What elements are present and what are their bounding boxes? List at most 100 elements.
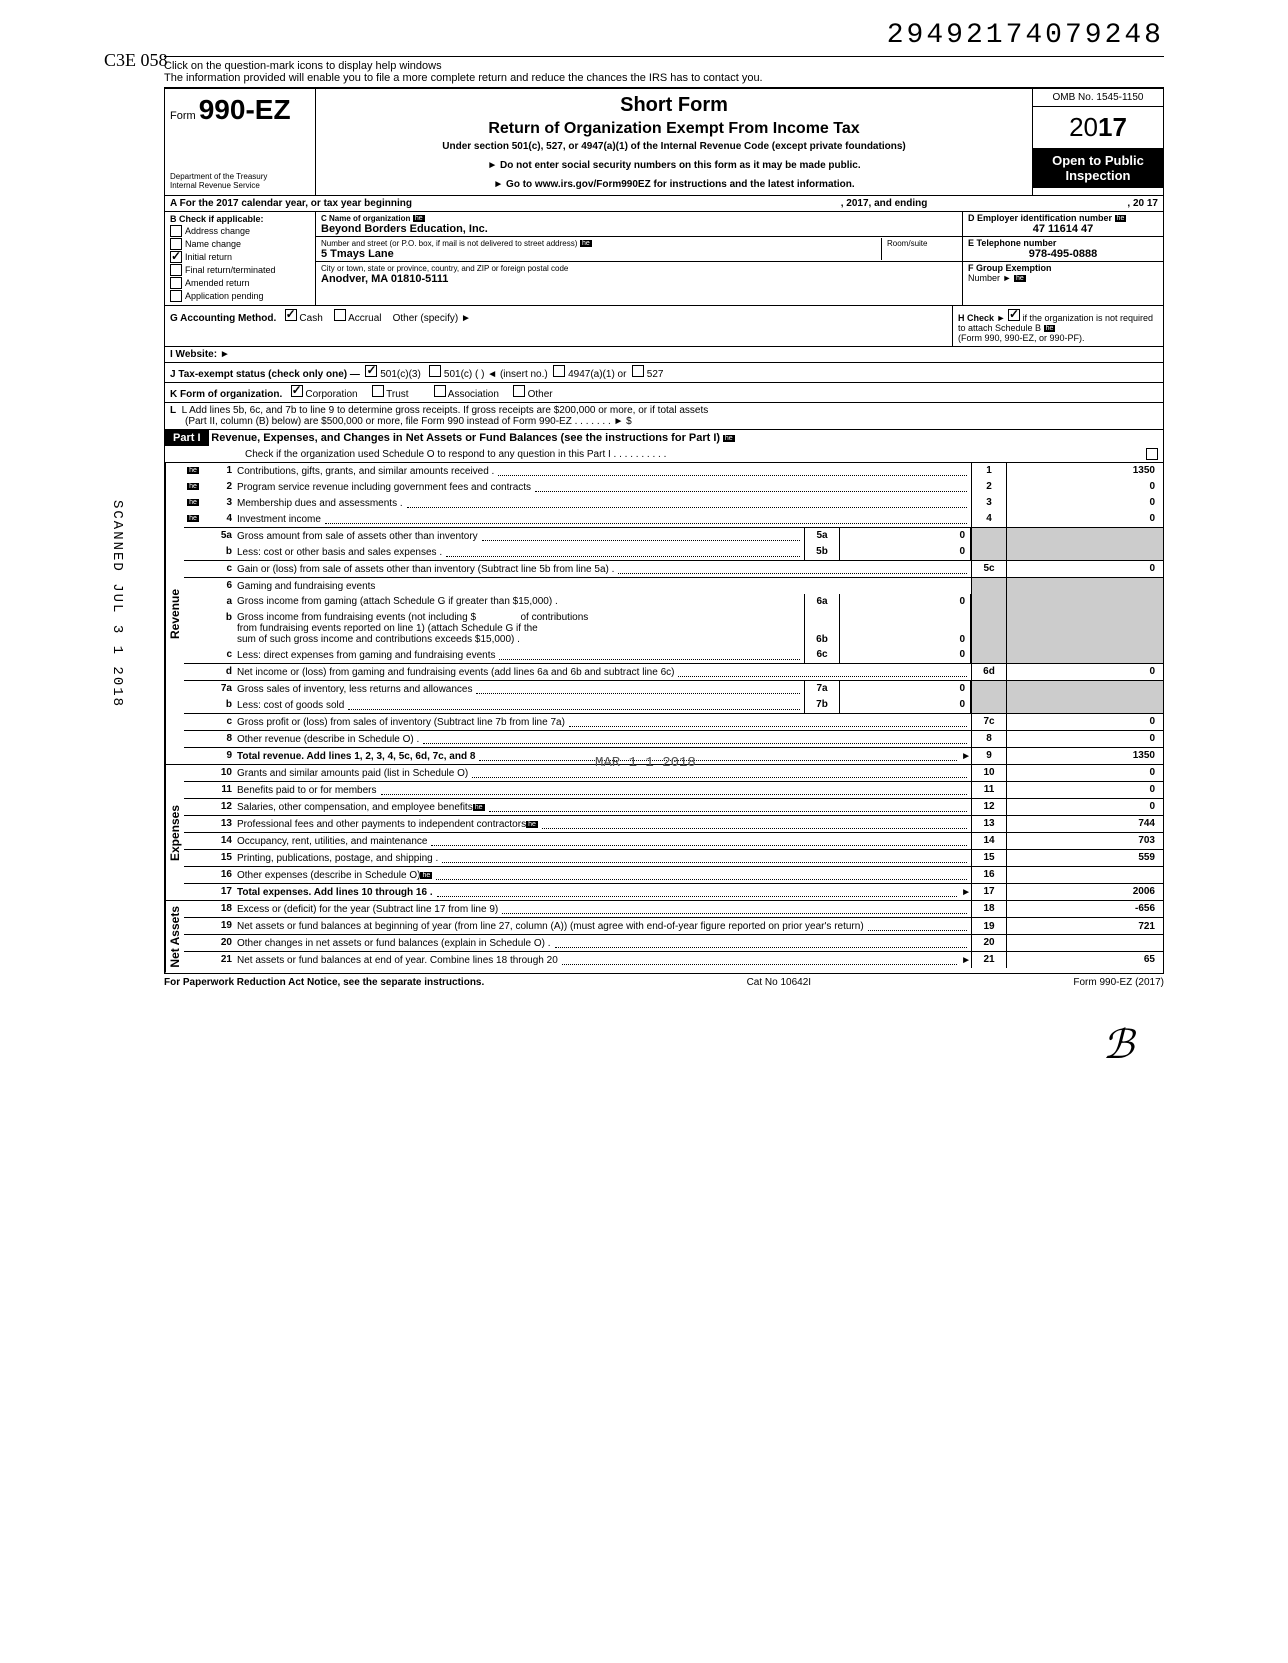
help-icon[interactable]: he <box>187 483 199 490</box>
rn-6a <box>971 594 1006 610</box>
footer-right: Form 990-EZ (2017) <box>1073 977 1164 988</box>
help-icon[interactable]: he <box>187 467 199 474</box>
help-icon[interactable]: he <box>1115 215 1127 222</box>
accrual-checkbox[interactable] <box>334 309 346 321</box>
rv-7a <box>1006 681 1163 697</box>
short-form-title: Short Form <box>321 94 1027 117</box>
desc-6d: Net income or (loss) from gaming and fun… <box>237 667 674 678</box>
j-opt-2: 4947(a)(1) or <box>568 369 626 380</box>
k-opt-3: Other <box>528 389 553 400</box>
header-mid: Short Form Return of Organization Exempt… <box>316 89 1033 195</box>
val-9: 1350 <box>1006 748 1163 764</box>
rn-6b <box>971 610 1006 647</box>
line-6d: d Net income or (loss) from gaming and f… <box>184 664 1163 681</box>
line-17: 17 Total expenses. Add lines 10 through … <box>184 884 1163 900</box>
rv-6b <box>1006 610 1163 647</box>
desc-9: Total revenue. Add lines 1, 2, 3, 4, 5c,… <box>237 751 475 762</box>
check-initial[interactable]: Initial return <box>170 251 310 263</box>
mv-6a: 0 <box>840 594 971 610</box>
help-icon[interactable]: he <box>413 215 425 222</box>
help-icon[interactable]: he <box>420 872 432 879</box>
footer-left: For Paperwork Reduction Act Notice, see … <box>164 977 484 988</box>
501c3-checkbox[interactable] <box>365 365 377 377</box>
val-18: -656 <box>1006 901 1163 917</box>
rn-7c: 7c <box>971 714 1006 730</box>
check-amended[interactable]: Amended return <box>170 277 310 289</box>
line-6: 6 Gaming and fundraising events <box>184 578 1163 594</box>
l-text: L Add lines 5b, 6c, and 7b to line 9 to … <box>182 405 709 416</box>
ein-value: 47 11614 47 <box>968 223 1158 235</box>
num-9: 9 <box>202 748 237 764</box>
schedule-o-checkbox[interactable] <box>1146 448 1158 460</box>
check-final[interactable]: Final return/terminated <box>170 264 310 276</box>
501c-checkbox[interactable] <box>429 365 441 377</box>
num-5a: 5a <box>202 528 237 544</box>
help-icon[interactable]: he <box>1014 275 1026 282</box>
num-8: 8 <box>202 731 237 747</box>
website-label: I Website: ► <box>170 349 230 360</box>
other-label: Other (specify) ► <box>393 313 471 324</box>
j-opt-1: 501(c) ( ) ◄ (insert no.) <box>444 369 548 380</box>
rn-3: 3 <box>971 495 1006 511</box>
desc-3: Membership dues and assessments . <box>237 498 403 509</box>
help-icon[interactable]: he <box>580 240 592 247</box>
b-label: B Check if applicable: <box>170 214 310 224</box>
num-5c: c <box>202 561 237 577</box>
rn-8: 8 <box>971 731 1006 747</box>
num-6b: b <box>202 610 237 647</box>
help-icon[interactable]: he <box>526 821 538 828</box>
irs-link-note: ► Go to www.irs.gov/Form990EZ for instru… <box>321 179 1027 190</box>
city-label: City or town, state or province, country… <box>321 264 568 273</box>
4947-checkbox[interactable] <box>553 365 565 377</box>
form-header: Form 990-EZ Department of the Treasury I… <box>164 88 1164 196</box>
mv-5b: 0 <box>840 544 971 560</box>
desc-7c: Gross profit or (loss) from sales of inv… <box>237 717 565 728</box>
check-address[interactable]: Address change <box>170 225 310 237</box>
help-icon[interactable]: he <box>723 435 735 442</box>
dept-line-2: Internal Revenue Service <box>170 181 310 190</box>
line-a-start: A For the 2017 calendar year, or tax yea… <box>170 198 412 209</box>
return-subtitle: Return of Organization Exempt From Incom… <box>321 120 1027 138</box>
corp-checkbox[interactable] <box>291 385 303 397</box>
desc-1: Contributions, gifts, grants, and simila… <box>237 466 494 477</box>
help-icon[interactable]: he <box>1044 325 1056 332</box>
num-3: 3 <box>202 495 237 511</box>
cash-checkbox[interactable] <box>285 309 297 321</box>
check-name[interactable]: Name change <box>170 238 310 250</box>
h-checkbox[interactable] <box>1008 309 1020 321</box>
desc-2: Program service revenue including govern… <box>237 482 531 493</box>
rn-2: 2 <box>971 479 1006 495</box>
line-i: I Website: ► <box>164 347 1164 363</box>
header-left: Form 990-EZ Department of the Treasury I… <box>165 89 316 195</box>
line-11: 11 Benefits paid to or for members 110 <box>184 782 1163 799</box>
h-sub: (Form 990, 990-EZ, or 990-PF). <box>958 333 1085 343</box>
help-icon[interactable]: he <box>187 515 199 522</box>
assoc-checkbox[interactable] <box>434 385 446 397</box>
val-20 <box>1006 935 1163 951</box>
help-note: Click on the question-mark icons to disp… <box>164 56 1164 88</box>
mn-6a: 6a <box>804 594 840 610</box>
check-pending[interactable]: Application pending <box>170 290 310 302</box>
opt-pending: Application pending <box>185 291 264 301</box>
val-16 <box>1006 867 1163 883</box>
help-icon[interactable]: he <box>473 804 485 811</box>
footer-mid: Cat No 10642I <box>747 977 812 988</box>
other-checkbox[interactable] <box>513 385 525 397</box>
rv-6c <box>1006 647 1163 663</box>
bcd-block: B Check if applicable: Address change Na… <box>164 212 1164 306</box>
mn-6c: 6c <box>804 647 840 663</box>
desc-7a: Gross sales of inventory, less returns a… <box>237 684 472 695</box>
help-icon[interactable]: he <box>187 499 199 506</box>
city-value: Anodver, MA 01810-5111 <box>321 273 448 285</box>
trust-checkbox[interactable] <box>372 385 384 397</box>
val-14: 703 <box>1006 833 1163 849</box>
num-4: 4 <box>202 511 237 527</box>
line-6c: c Less: direct expenses from gaming and … <box>184 647 1163 664</box>
year-prefix: 20 <box>1069 112 1098 142</box>
desc-15: Printing, publications, postage, and shi… <box>237 853 438 864</box>
527-checkbox[interactable] <box>632 365 644 377</box>
line-a-mid: , 2017, and ending <box>841 198 928 209</box>
help-line-2: The information provided will enable you… <box>164 72 1164 84</box>
rn-1: 1 <box>971 463 1006 479</box>
opt-initial: Initial return <box>185 252 232 262</box>
